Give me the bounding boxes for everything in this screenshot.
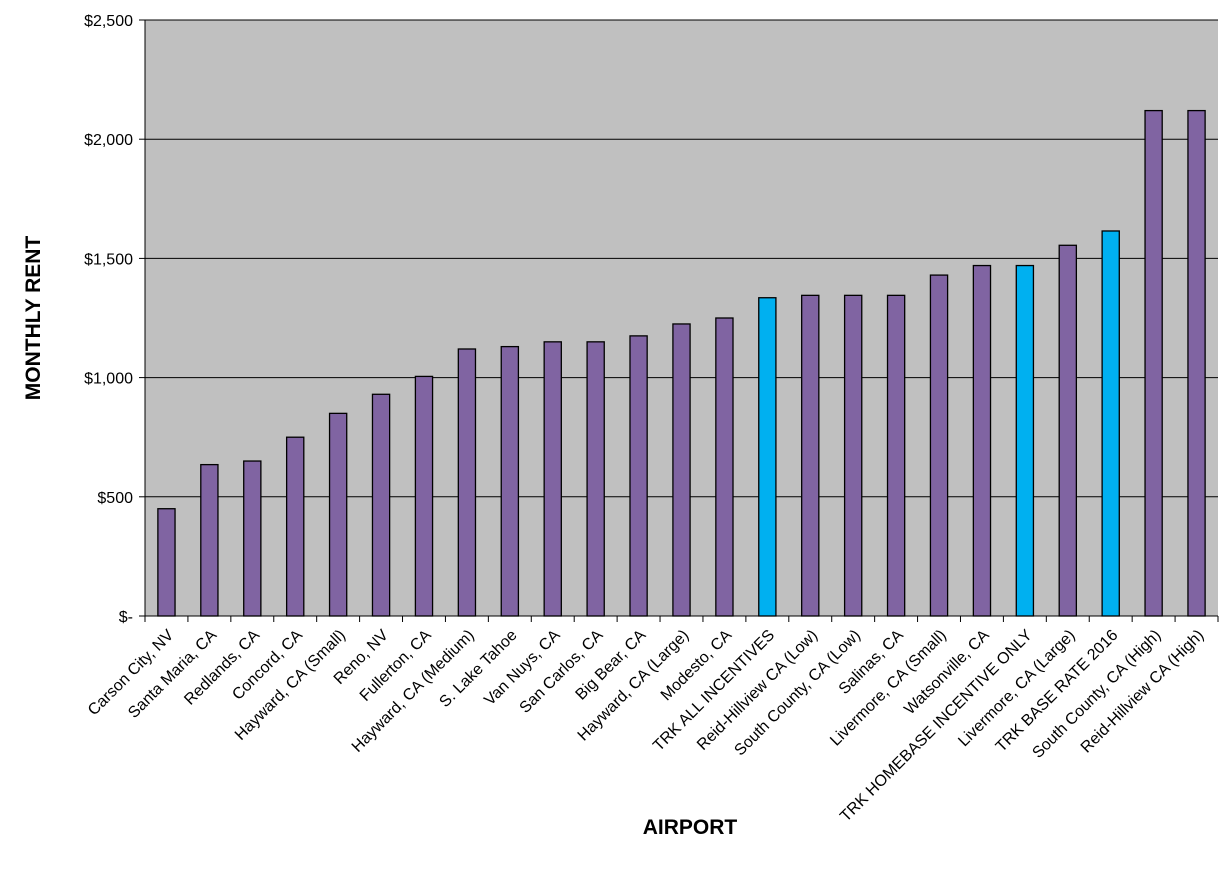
bar [328, 412, 348, 617]
bar [586, 341, 605, 617]
bar [543, 341, 562, 617]
y-axis-title: MONTHLY RENT [22, 236, 45, 401]
bar-highlight [758, 297, 777, 617]
bar [157, 508, 176, 617]
bar [886, 294, 906, 617]
bar [243, 460, 262, 617]
x-tick-label: S. Lake Tahoe [436, 627, 520, 711]
bar [929, 274, 949, 617]
bar-highlight [1101, 230, 1120, 617]
x-tick-label: Redlands, CA [181, 627, 263, 709]
bar-highlight [1015, 264, 1035, 617]
bar [801, 294, 820, 617]
bar [285, 436, 305, 617]
bar [1187, 109, 1206, 617]
bar [1058, 244, 1078, 617]
bar [972, 264, 992, 617]
bar [843, 294, 863, 617]
bar [414, 375, 434, 617]
x-axis-title: AIRPORT [643, 816, 738, 839]
bar [200, 463, 219, 617]
y-tick-label: $2,500 [84, 13, 133, 30]
y-tick-label: $2,000 [84, 132, 133, 149]
bar [1144, 109, 1163, 617]
x-tick-label: Van Nuys, CA [481, 627, 563, 709]
axes [139, 19, 1219, 622]
y-tick-label: $500 [97, 490, 133, 507]
bar [629, 335, 648, 617]
y-tick-label: $1,500 [84, 251, 133, 268]
bar [500, 345, 520, 617]
y-tick-label: $- [119, 609, 133, 626]
bar [371, 393, 391, 617]
bar [672, 323, 691, 617]
y-tick-label: $1,000 [84, 371, 133, 388]
y-tick-labels: $- $500 $1,000 $1,500 $2,000 $2,500 [84, 13, 133, 626]
bar [715, 317, 734, 617]
bar [457, 348, 477, 617]
